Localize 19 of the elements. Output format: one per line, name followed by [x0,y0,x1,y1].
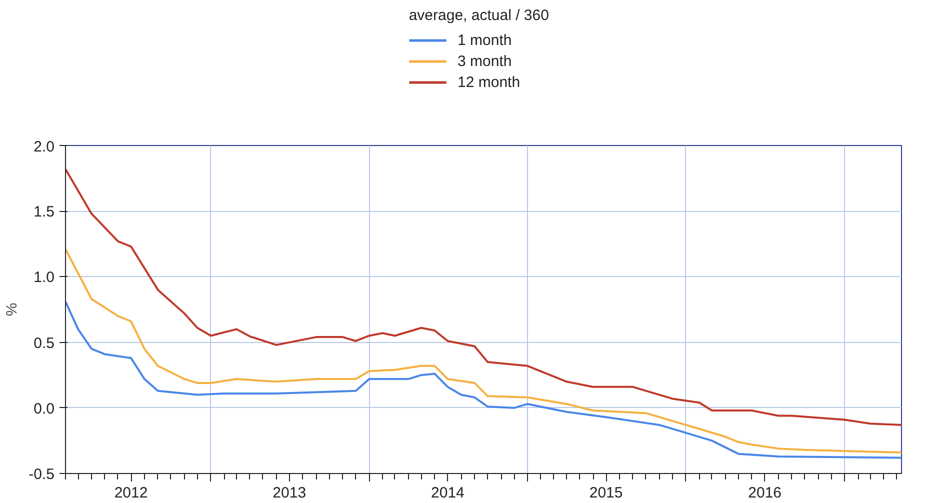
y-tick-label: 0.0 [34,400,55,418]
y-tick-label: 2.0 [34,138,55,156]
x-tick-label: 2013 [272,484,306,502]
line-series [66,168,902,426]
x-tick-label: 2012 [114,484,148,502]
line-series [66,300,902,459]
y-tick-label: 0.5 [34,334,55,352]
x-tick-label: 2014 [431,484,464,502]
y-tick-label: 1.0 [34,269,55,286]
x-tick-label: 2015 [589,484,623,502]
line-series [66,248,902,454]
legend-label: 1 month [458,32,512,49]
y-tick-label: 1.5 [34,204,55,221]
y-axis-title: % [4,302,21,316]
legend-title: average, actual / 360 [408,7,549,24]
x-tick-label: 2016 [748,484,782,502]
legend-label: 12 month [458,74,520,91]
legend-label: 3 month [458,53,512,70]
y-tick-label: -0.5 [28,466,55,483]
